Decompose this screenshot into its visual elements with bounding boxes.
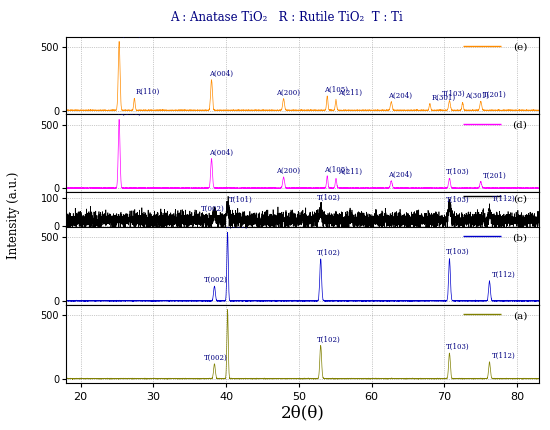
Text: A(004): A(004)	[210, 148, 233, 157]
Text: R(301): R(301)	[432, 94, 456, 102]
Text: A(200): A(200)	[276, 166, 300, 175]
Text: T(102): T(102)	[317, 194, 341, 202]
Text: A(004): A(004)	[210, 69, 233, 77]
Text: T(101): T(101)	[226, 299, 249, 307]
Text: A : Anatase TiO₂   R : Rutile TiO₂  T : Ti: A : Anatase TiO₂ R : Rutile TiO₂ T : Ti	[169, 11, 403, 24]
Text: A(211): A(211)	[338, 89, 362, 97]
Text: (d): (d)	[512, 120, 527, 129]
Text: T(002): T(002)	[201, 205, 225, 213]
Text: T(103): T(103)	[446, 168, 470, 176]
Text: A(211): A(211)	[338, 168, 362, 176]
Text: T(201): T(201)	[483, 91, 507, 99]
Text: T(112): T(112)	[492, 195, 515, 203]
Text: T(102): T(102)	[317, 249, 341, 257]
Text: (e): (e)	[513, 43, 527, 52]
Text: T(002): T(002)	[204, 354, 227, 362]
Text: T(103): T(103)	[446, 343, 470, 351]
Text: A(200): A(200)	[276, 88, 300, 96]
Text: A(105): A(105)	[323, 86, 348, 94]
Text: A(105): A(105)	[323, 166, 348, 174]
Text: (a): (a)	[513, 311, 527, 320]
Text: (c): (c)	[513, 195, 527, 204]
Text: T(103): T(103)	[442, 90, 466, 98]
Text: T(112): T(112)	[492, 352, 515, 359]
Text: T(201): T(201)	[483, 172, 507, 180]
Text: T(002): T(002)	[204, 276, 227, 284]
Text: Intensity (a.u.): Intensity (a.u.)	[7, 171, 20, 259]
Text: (b): (b)	[512, 233, 527, 243]
Text: T(112): T(112)	[492, 270, 515, 278]
Text: R(110): R(110)	[136, 88, 160, 96]
Text: A(101): A(101)	[117, 109, 141, 117]
Text: 2θ(θ): 2θ(θ)	[280, 404, 324, 421]
Text: A(101): A(101)	[117, 31, 141, 39]
Text: T(101): T(101)	[226, 222, 249, 230]
Text: T(101): T(101)	[229, 196, 253, 204]
Text: T(103): T(103)	[446, 248, 470, 256]
Text: A(204): A(204)	[388, 170, 411, 178]
Text: A(204): A(204)	[388, 92, 411, 99]
Text: T(103): T(103)	[446, 196, 470, 204]
Text: T(102): T(102)	[317, 335, 341, 344]
Text: A(301): A(301)	[465, 92, 488, 100]
